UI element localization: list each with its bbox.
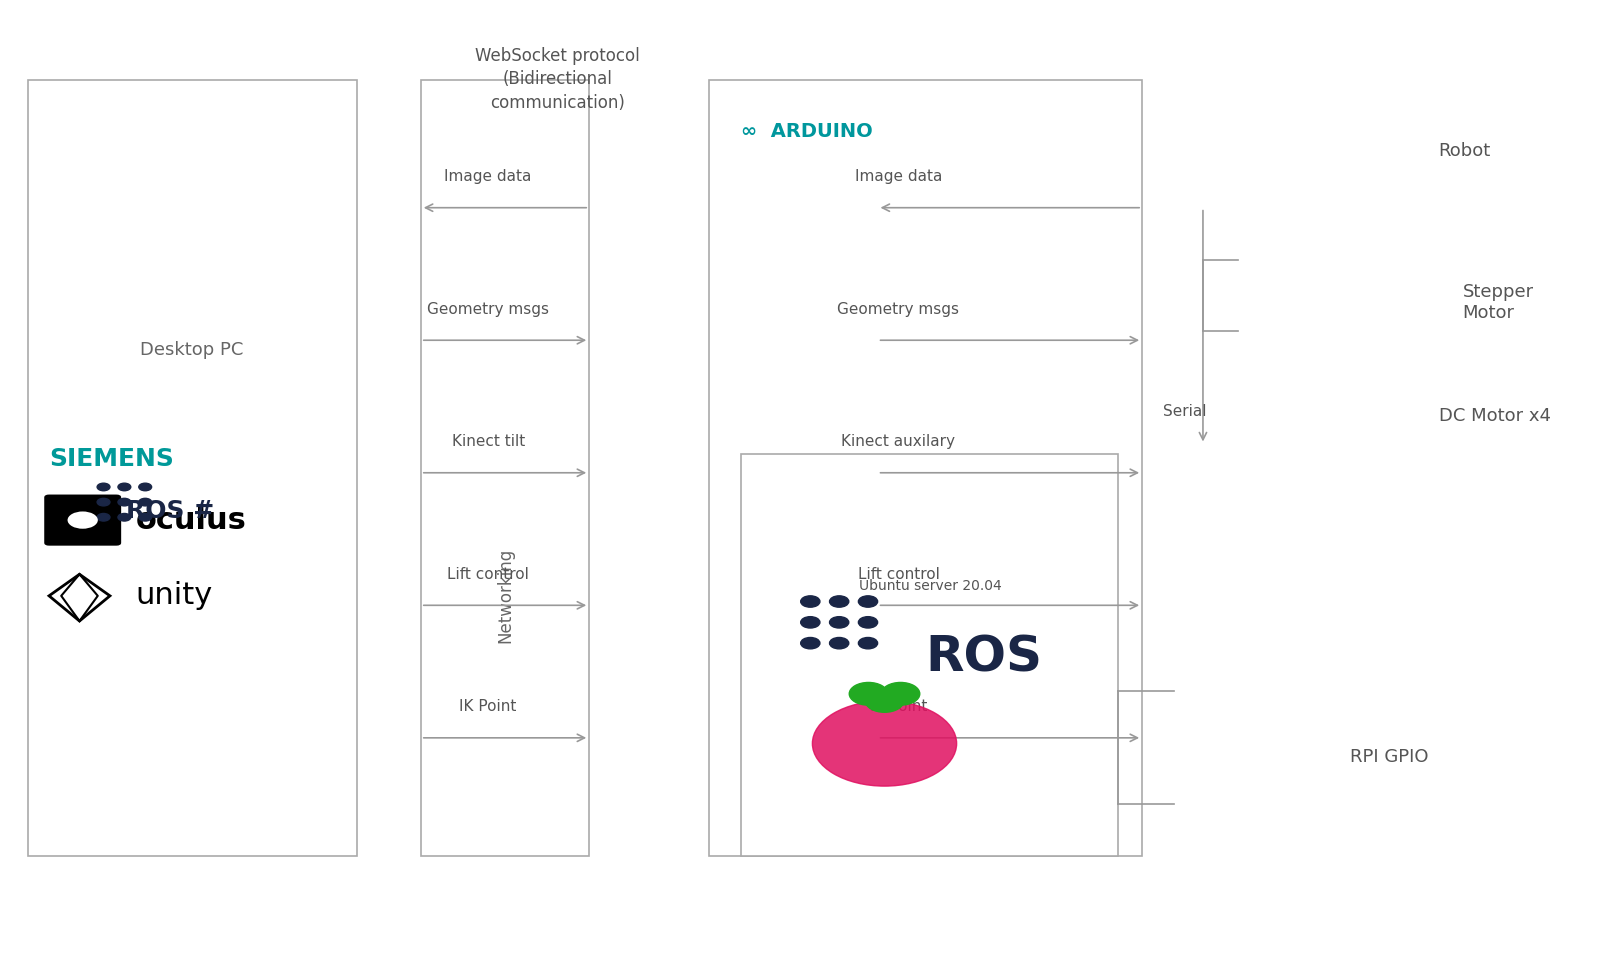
Circle shape	[865, 690, 904, 712]
Bar	[709, 80, 1142, 857]
Bar	[29, 80, 356, 857]
Circle shape	[801, 596, 820, 607]
Circle shape	[859, 617, 878, 628]
Text: Image data: Image data	[445, 169, 532, 184]
Text: ROS: ROS	[926, 633, 1042, 681]
Text: WebSocket protocol
(Bidirectional
communication): WebSocket protocol (Bidirectional commun…	[475, 47, 640, 112]
Text: IK Point: IK Point	[459, 699, 517, 714]
Text: Networking: Networking	[496, 548, 514, 644]
Text: ∞  ARDUINO: ∞ ARDUINO	[741, 122, 873, 141]
Circle shape	[118, 483, 130, 491]
Text: Image data: Image data	[855, 169, 942, 184]
Text: IK Point: IK Point	[870, 699, 928, 714]
Circle shape	[118, 499, 130, 506]
Text: Ubuntu server 20.04: Ubuntu server 20.04	[859, 580, 1002, 593]
Text: unity: unity	[135, 582, 213, 610]
Circle shape	[830, 638, 849, 648]
Text: Geometry msgs: Geometry msgs	[838, 302, 960, 316]
Circle shape	[801, 617, 820, 628]
Circle shape	[859, 596, 878, 607]
Text: oculus: oculus	[135, 505, 246, 535]
Text: Stepper
Motor: Stepper Motor	[1463, 283, 1534, 322]
Circle shape	[139, 514, 151, 521]
Ellipse shape	[68, 512, 98, 529]
Text: Serial: Serial	[1163, 404, 1207, 418]
Bar	[420, 80, 590, 857]
FancyBboxPatch shape	[43, 495, 121, 545]
Bar	[741, 454, 1118, 857]
Circle shape	[97, 514, 110, 521]
Text: Kinect tilt: Kinect tilt	[451, 435, 525, 449]
Circle shape	[97, 499, 110, 506]
Text: Geometry msgs: Geometry msgs	[427, 302, 549, 316]
Circle shape	[97, 483, 110, 491]
Circle shape	[881, 683, 920, 705]
Text: Lift control: Lift control	[448, 566, 528, 582]
Text: Lift control: Lift control	[857, 566, 939, 582]
Text: Desktop PC: Desktop PC	[140, 341, 243, 359]
Text: DC Motor x4: DC Motor x4	[1439, 407, 1550, 425]
Circle shape	[118, 514, 130, 521]
Text: RPI GPIO: RPI GPIO	[1350, 748, 1429, 766]
Text: Robot: Robot	[1439, 142, 1490, 159]
Text: SIEMENS: SIEMENS	[48, 447, 174, 471]
Circle shape	[139, 499, 151, 506]
Circle shape	[830, 596, 849, 607]
Circle shape	[812, 701, 957, 786]
Circle shape	[830, 617, 849, 628]
Circle shape	[801, 638, 820, 648]
Circle shape	[859, 638, 878, 648]
Text: ROS #: ROS #	[126, 499, 214, 522]
Circle shape	[849, 683, 888, 705]
Text: Kinect auxilary: Kinect auxilary	[841, 435, 955, 449]
Circle shape	[139, 483, 151, 491]
